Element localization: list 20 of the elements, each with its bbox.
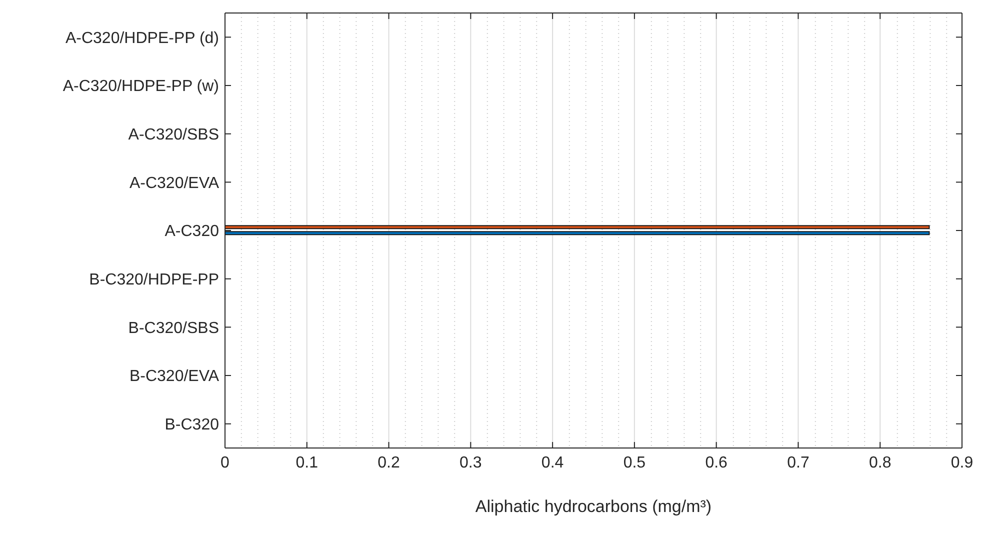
x-tick-label: 0.5 [623, 454, 646, 472]
y-tick-label: B-C320/HDPE-PP [89, 272, 219, 289]
x-tick-label: 0.3 [460, 454, 482, 472]
x-tick-label: 0.7 [787, 454, 810, 472]
y-tick-label: A-C320/SBS [128, 126, 219, 144]
x-axis-title: Aliphatic hydrocarbons (mg/m³) [475, 497, 712, 516]
x-tick-label: 0.1 [296, 454, 318, 472]
y-tick-label: A-C320/EVA [129, 174, 220, 192]
x-tick-label: 0.6 [705, 454, 728, 472]
y-tick-label: A-C320/HDPE-PP (w) [62, 78, 219, 96]
x-tick-label: 0 [220, 454, 230, 472]
x-tick-label: 0.4 [541, 454, 564, 472]
x-tick-label: 0.2 [378, 454, 400, 472]
y-tick-label: A-C320 [164, 223, 220, 240]
y-tick-label: A-C320/HDPE-PP (d) [65, 30, 219, 47]
y-tick-label: B-C320 [164, 416, 220, 434]
x-tick-label: 0.8 [868, 454, 892, 472]
y-tick-label: B-C320/EVA [129, 368, 220, 386]
x-tick-label: 0.9 [950, 454, 974, 472]
y-tick-label: B-C320/SBS [128, 320, 219, 337]
